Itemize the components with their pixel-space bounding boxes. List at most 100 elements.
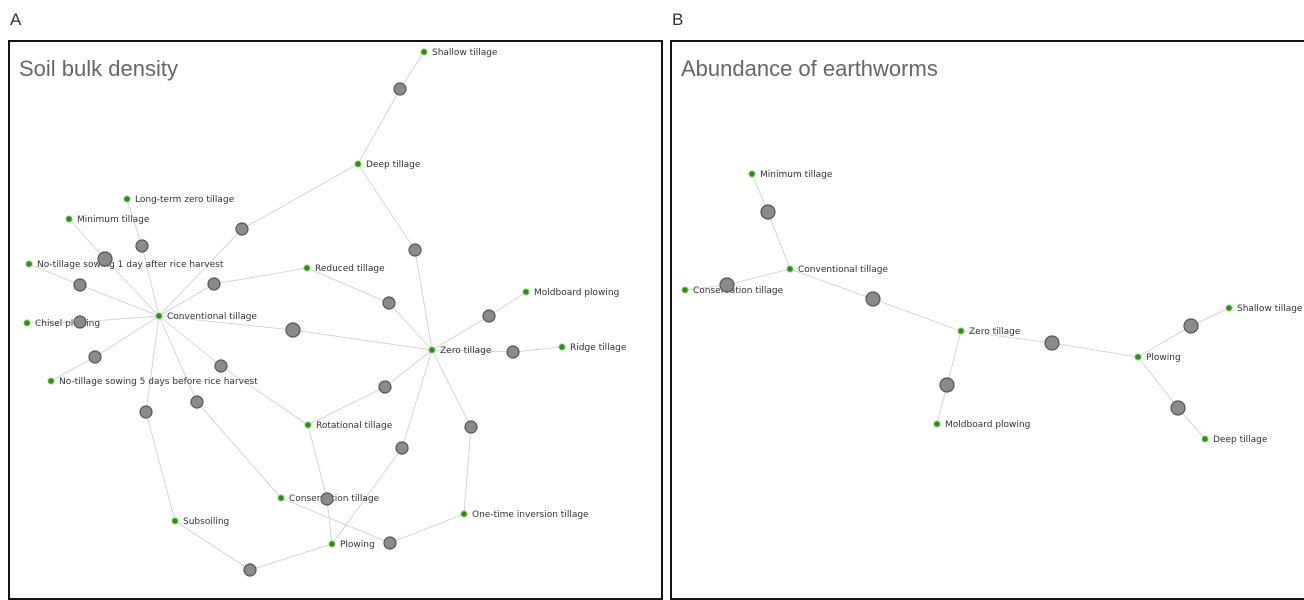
edge-line <box>104 258 160 317</box>
study-node[interactable] <box>464 420 478 434</box>
panel-a: Soil bulk density <box>8 40 663 600</box>
edge-line <box>414 249 433 351</box>
edge-line <box>1137 325 1192 358</box>
treatment-label: Shallow tillage <box>1237 304 1303 314</box>
treatment-node[interactable] <box>1225 304 1233 312</box>
edge-line <box>872 298 962 332</box>
treatment-node[interactable] <box>522 288 530 296</box>
study-node[interactable] <box>73 315 87 329</box>
treatment-nodes: Minimum tillage Conventional tillage Conse… <box>681 170 1303 445</box>
study-node[interactable] <box>73 278 87 292</box>
edge-line <box>431 349 472 428</box>
treatment-node[interactable] <box>303 264 311 272</box>
study-node[interactable] <box>190 395 204 409</box>
study-node[interactable] <box>1183 318 1199 334</box>
study-node[interactable] <box>139 405 153 419</box>
treatment-label: Conservation tillage <box>693 286 784 296</box>
edge-line <box>726 268 791 286</box>
edge-line <box>306 267 390 304</box>
study-node[interactable] <box>243 563 257 577</box>
edge-line <box>431 349 514 353</box>
study-node[interactable] <box>207 277 221 291</box>
treatment-label: Ridge tillage <box>570 343 627 353</box>
study-node[interactable] <box>719 277 735 293</box>
treatment-node[interactable] <box>681 286 689 294</box>
edge-line <box>141 245 160 317</box>
treatment-label: Minimum tillage <box>77 215 150 225</box>
edge-line <box>1137 356 1179 409</box>
study-node[interactable] <box>939 377 955 393</box>
treatment-node[interactable] <box>328 540 336 548</box>
edge-line <box>26 321 81 324</box>
edge-line <box>389 513 465 544</box>
treatment-label: Plowing <box>1146 353 1181 363</box>
treatment-node[interactable] <box>155 312 163 320</box>
treatment-node[interactable] <box>25 260 33 268</box>
edge-line <box>158 283 215 317</box>
treatment-node[interactable] <box>748 170 756 178</box>
treatment-node[interactable] <box>23 319 31 327</box>
study-node[interactable] <box>1170 400 1186 416</box>
treatment-node[interactable] <box>428 346 436 354</box>
edge-line <box>145 411 176 522</box>
study-node[interactable] <box>865 291 881 307</box>
study-node[interactable] <box>1044 335 1060 351</box>
edge-line <box>213 267 308 285</box>
edge-line <box>307 386 386 426</box>
edge-line <box>326 498 333 545</box>
treatment-label: Conventional tillage <box>167 312 257 322</box>
treatment-node[interactable] <box>304 421 312 429</box>
study-node[interactable] <box>506 345 520 359</box>
study-node[interactable] <box>760 204 776 220</box>
treatment-node[interactable] <box>786 265 794 273</box>
edge-line <box>145 315 160 413</box>
treatment-label: Minimum tillage <box>760 170 833 180</box>
treatment-label: Zero tillage <box>969 327 1021 337</box>
treatment-node[interactable] <box>171 517 179 525</box>
study-node[interactable] <box>382 296 396 310</box>
study-node[interactable] <box>395 441 409 455</box>
edge-line <box>331 447 403 545</box>
study-node[interactable] <box>214 359 228 373</box>
treatment-node[interactable] <box>123 195 131 203</box>
edge-line <box>1051 342 1139 358</box>
study-node[interactable] <box>383 536 397 550</box>
treatment-node[interactable] <box>420 48 428 56</box>
study-node[interactable] <box>88 350 102 364</box>
treatment-label: Long-term zero tillage <box>135 195 235 205</box>
edge-line <box>158 228 243 317</box>
study-node[interactable] <box>482 309 496 323</box>
treatment-node[interactable] <box>957 327 965 335</box>
panel-letter-b: B <box>672 10 684 29</box>
treatment-label: One-time inversion tillage <box>472 510 589 520</box>
edge-line <box>68 218 106 260</box>
treatment-node[interactable] <box>1201 435 1209 443</box>
study-node[interactable] <box>97 251 113 267</box>
edge-line <box>126 198 143 247</box>
edge-line <box>357 163 416 251</box>
edge-line <box>512 346 563 353</box>
edge-line <box>241 163 359 230</box>
treatment-node[interactable] <box>460 510 468 518</box>
treatment-node[interactable] <box>933 420 941 428</box>
study-node[interactable] <box>378 380 392 394</box>
study-node[interactable] <box>135 239 149 253</box>
edge-line <box>789 268 874 300</box>
edge-line <box>401 349 433 449</box>
study-node[interactable] <box>408 243 422 257</box>
study-node[interactable] <box>393 82 407 96</box>
treatment-node[interactable] <box>354 160 362 168</box>
treatment-node[interactable] <box>558 343 566 351</box>
treatment-node[interactable] <box>1134 353 1142 361</box>
edge-line <box>28 263 81 286</box>
edge-line <box>767 211 791 270</box>
study-node[interactable] <box>285 322 301 338</box>
treatment-node[interactable] <box>65 215 73 223</box>
study-node[interactable] <box>320 492 334 506</box>
treatment-label: Plowing <box>340 540 375 550</box>
treatment-node[interactable] <box>47 377 55 385</box>
edge-line <box>488 291 527 317</box>
study-node[interactable] <box>235 222 249 236</box>
treatment-node[interactable] <box>277 494 285 502</box>
treatment-label: Rotational tillage <box>316 421 393 431</box>
